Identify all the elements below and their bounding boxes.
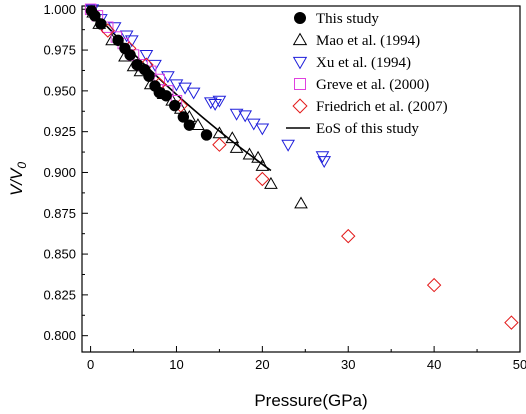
data-point-mao-et-al-1994 (229, 141, 244, 153)
data-point-xu-et-al-1994 (161, 71, 175, 84)
x-tick-label: 50 (513, 357, 526, 372)
data-point-xu-et-al-1994 (238, 110, 253, 123)
legend-marker-mao-et-al-1994 (292, 32, 308, 46)
x-tick-label: 20 (255, 357, 269, 372)
y-tick-label: 0.800 (43, 328, 76, 343)
data-point-xu-et-al-1994 (148, 59, 162, 72)
x-tick-label: 30 (341, 357, 355, 372)
legend-marker-this-study (294, 12, 306, 24)
x-tick-label: 0 (87, 357, 94, 372)
legend-label-xu-et-al-1994: Xu et al. (1994) (316, 55, 411, 71)
legend-marker-greve-et-al-2000 (294, 78, 306, 90)
legend-label-friedrich-et-al-2007: Friedrich et al. (2007) (316, 99, 448, 115)
data-point-friedrich-et-al-2007 (212, 137, 227, 152)
data-point-mao-et-al-1994 (242, 147, 257, 160)
data-point-xu-et-al-1994 (186, 87, 201, 100)
data-point-friedrich-et-al-2007 (341, 228, 356, 244)
data-point-friedrich-et-al-2007 (504, 315, 519, 330)
data-point-this-study (169, 99, 181, 112)
plot-frame (81, 5, 521, 353)
y-tick-label: 0.925 (43, 124, 76, 139)
data-point-xu-et-al-1994 (281, 139, 295, 152)
data-point-xu-et-al-1994 (229, 108, 244, 121)
data-point-this-study (160, 90, 172, 102)
data-point-mao-et-al-1994 (255, 158, 270, 171)
data-point-mao-et-al-1994 (264, 176, 278, 189)
data-point-this-study (200, 129, 213, 141)
data-point-this-study (124, 49, 136, 61)
y-axis-title-subscript: 0 (15, 162, 29, 169)
data-point-this-study (177, 111, 190, 123)
y-axis-title-main: V/V (7, 167, 26, 196)
y-tick-label: 0.825 (43, 287, 76, 302)
data-point-xu-et-al-1994 (317, 156, 332, 169)
legend-marker-xu-et-al-1994 (292, 56, 308, 70)
eos-curve-line (90, 8, 272, 172)
x-axis-title: Pressure(GPa) (254, 391, 367, 410)
y-tick-label: 0.850 (43, 247, 76, 262)
data-point-xu-et-al-1994 (255, 123, 270, 136)
data-point-this-study (89, 10, 101, 22)
data-point-mao-et-al-1994 (225, 131, 240, 144)
data-point-this-study (95, 18, 107, 30)
legend-label-this-study: This study (316, 11, 379, 27)
x-tick-label: 10 (169, 357, 183, 372)
data-point-mao-et-al-1994 (294, 196, 308, 209)
legend-label-greve-et-al-2000: Greve et al. (2000) (316, 77, 429, 93)
y-tick-label: 1.000 (43, 2, 76, 17)
data-point-xu-et-al-1994 (203, 97, 218, 110)
legend-marker-friedrich-et-al-2007 (292, 98, 308, 114)
data-point-friedrich-et-al-2007 (426, 277, 442, 293)
data-point-xu-et-al-1994 (212, 95, 227, 108)
data-point-xu-et-al-1994 (169, 79, 184, 92)
data-point-mao-et-al-1994 (212, 126, 227, 139)
y-tick-label: 0.950 (43, 83, 76, 98)
data-point-this-study (183, 119, 196, 131)
legend-label-mao-et-al-1994: Mao et al. (1994) (316, 33, 420, 49)
data-point-this-study (143, 70, 155, 82)
data-point-friedrich-et-al-2007 (255, 171, 270, 187)
x-tick-label: 40 (427, 357, 441, 372)
y-tick-label: 0.900 (43, 165, 76, 180)
data-point-xu-et-al-1994 (139, 50, 154, 62)
y-tick-label: 0.875 (43, 206, 76, 221)
y-tick-label: 0.975 (43, 43, 76, 58)
data-point-this-study (112, 34, 124, 46)
data-point-mao-et-al-1994 (251, 150, 265, 163)
y-axis-title: V/V0 (7, 162, 29, 196)
legend-label-eos: EoS of this study (316, 121, 419, 137)
